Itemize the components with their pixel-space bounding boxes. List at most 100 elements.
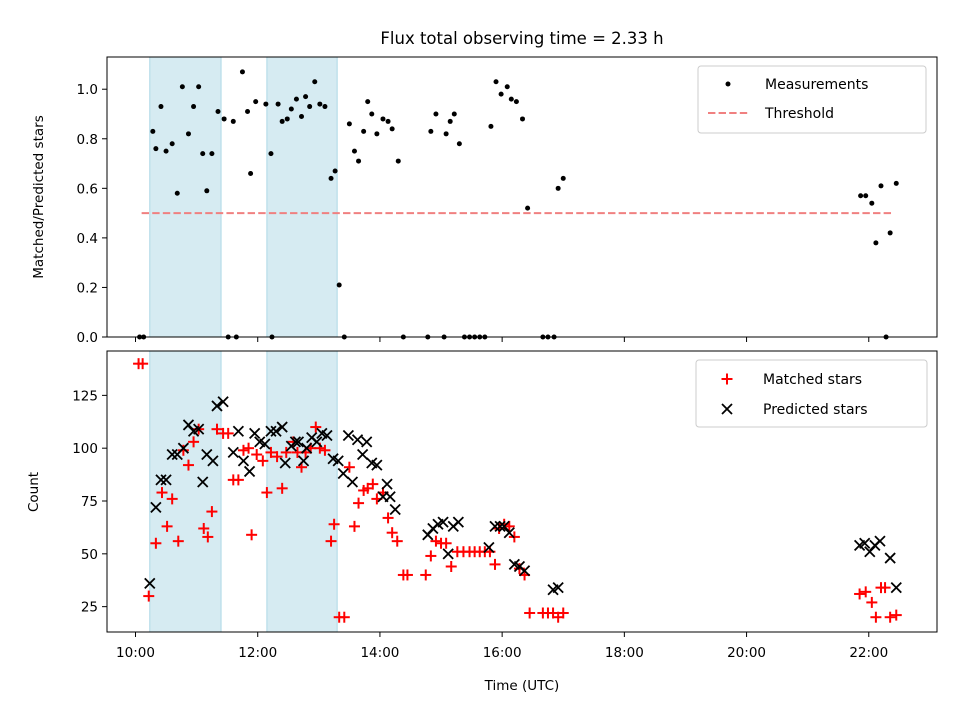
matched-star-point	[172, 535, 184, 547]
matched-star-point	[243, 442, 255, 454]
predicted-star-point	[342, 429, 354, 442]
measurement-point	[443, 131, 449, 137]
bottom-panel: 10:00 12:00 14:00 16:00 18:00 20:00 22:00 25 50…	[26, 350, 938, 694]
measurement-point	[336, 282, 342, 288]
x-tick-label: 14:00	[360, 645, 399, 661]
matched-star-point	[251, 449, 263, 461]
measurement-point	[385, 118, 391, 124]
top-ylabel: Matched/Predicted stars	[31, 115, 47, 278]
matched-star-point	[271, 451, 283, 463]
y-tick-label: 0.6	[77, 181, 98, 197]
legend-measurements-marker	[725, 81, 731, 87]
x-tick-label: 22:00	[849, 645, 888, 661]
predicted-star-point	[890, 581, 902, 594]
predicted-star-point	[518, 565, 531, 577]
measurement-point	[248, 170, 254, 176]
predicted-star-point	[874, 535, 886, 547]
x-tick-label: 20:00	[727, 645, 766, 661]
measurement-point	[873, 240, 879, 246]
legend-plus-glyph	[721, 373, 733, 385]
measurement-point	[153, 146, 159, 152]
measurement-point	[369, 111, 375, 117]
matched-star-point	[211, 423, 223, 435]
measurement-point	[878, 183, 884, 189]
matched-star-point	[430, 535, 442, 547]
measurement-point	[169, 141, 175, 147]
measurement-point	[150, 128, 156, 134]
predicted-star-point	[276, 421, 288, 433]
predicted-star-point	[237, 455, 250, 467]
matched-star-point	[202, 531, 214, 543]
predicted-star-point	[292, 436, 305, 448]
measurement-point	[498, 91, 504, 97]
predicted-star-point	[346, 476, 359, 488]
predicted-star-point	[259, 438, 271, 450]
measurement-point	[365, 99, 371, 105]
measurement-point	[560, 175, 566, 181]
measurement-point	[239, 69, 245, 75]
matched-star-point	[161, 520, 173, 532]
matched-star-point	[182, 459, 194, 471]
legend-predicted-marker	[721, 403, 733, 415]
matched-star-point	[524, 607, 536, 619]
measurement-point	[361, 128, 367, 134]
predicted-star-point	[243, 465, 256, 478]
measurement-point	[493, 79, 499, 85]
measurement-point	[230, 118, 236, 124]
predicted-star-point	[279, 457, 291, 469]
matched-star-point	[391, 535, 403, 547]
matched-star-point	[150, 537, 162, 549]
y-tick-label: 100	[72, 441, 98, 457]
predicted-star-point	[265, 425, 277, 437]
measurement-point	[284, 116, 290, 122]
measurement-point	[389, 126, 395, 132]
y-tick-label: 25	[81, 600, 98, 616]
predicted-star-point	[494, 520, 506, 532]
predicted-star-point	[452, 516, 464, 528]
matched-star-point	[338, 611, 350, 623]
y-tick-label: 75	[81, 494, 98, 510]
legend-x-glyph	[721, 403, 733, 415]
measurement-point	[863, 193, 869, 199]
matched-star-point	[420, 569, 432, 581]
legend-threshold-label: Threshold	[764, 106, 834, 122]
predicted-star-point	[351, 434, 364, 446]
predicted-star-point	[270, 425, 282, 437]
matched-star-point	[879, 582, 891, 594]
matched-star-point	[222, 427, 234, 439]
predicted-star-point	[197, 476, 209, 488]
x-tick-label: 18:00	[605, 645, 644, 661]
measurement-point	[317, 101, 323, 107]
matched-star-point	[280, 446, 292, 458]
matched-star-point	[177, 444, 189, 456]
top-panel: 0.0 0.2 0.4 0.6 0.8 1.0 Matched/Predicted sta…	[31, 56, 938, 346]
matched-star-point	[166, 493, 178, 505]
matched-star-point	[137, 358, 149, 370]
y-tick-label: 125	[72, 388, 98, 404]
predicted-star-point	[442, 548, 454, 560]
matched-star-point	[890, 609, 902, 621]
predicted-star-point	[371, 459, 383, 471]
matched-star-point	[489, 558, 501, 570]
measurement-point	[204, 188, 210, 194]
predicted-star-point	[356, 448, 369, 461]
matched-star-point	[261, 487, 273, 499]
predicted-star-point	[150, 501, 162, 513]
measurement-point	[279, 118, 285, 124]
matched-star-point	[188, 436, 200, 448]
measurement-point	[303, 94, 309, 100]
predicted-star-point	[232, 425, 245, 437]
measurement-point	[869, 200, 875, 206]
matched-star-point	[860, 586, 872, 598]
measurement-point	[525, 205, 531, 211]
y-tick-label: 0.8	[77, 132, 98, 148]
shaded-interval	[149, 350, 222, 633]
shaded-interval	[266, 350, 338, 633]
measurement-point	[174, 190, 180, 196]
measurement-point	[299, 113, 305, 119]
predicted-star-point	[384, 491, 396, 503]
measurement-point	[268, 151, 274, 157]
measurement-point	[451, 111, 457, 117]
predicted-star-point	[177, 442, 190, 454]
matched-star-point	[367, 478, 379, 490]
